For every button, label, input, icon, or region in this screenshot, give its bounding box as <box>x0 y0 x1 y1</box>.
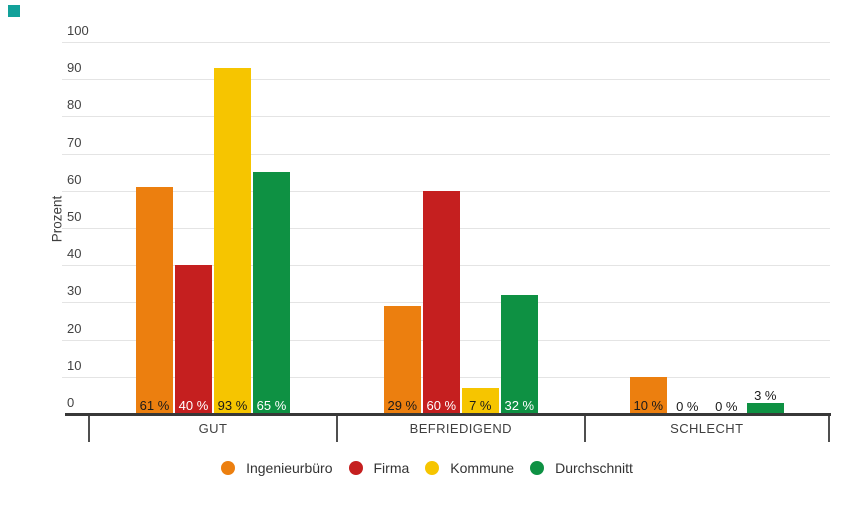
legend-label: Durchschnitt <box>555 460 633 476</box>
legend-marker-icon <box>425 461 440 475</box>
axis-tick <box>88 416 90 442</box>
y-tick-label: 10 <box>67 357 82 373</box>
y-tick-label: 0 <box>67 395 75 410</box>
bar-value-label: 3 % <box>754 387 777 403</box>
corner-mark <box>8 5 20 17</box>
y-tick-label: 40 <box>67 246 82 262</box>
gridline <box>62 79 830 81</box>
legend: Ingenieurbüro Firma Kommune Durchschnitt <box>0 460 854 476</box>
axis-tick <box>336 416 338 442</box>
gridline <box>62 116 830 118</box>
axis-tick <box>583 416 586 442</box>
bar-value-label: 10 % <box>633 398 664 413</box>
bar-value-label: 0 % <box>715 399 738 414</box>
gridline <box>62 42 830 43</box>
bar-value-label: 7 % <box>469 398 492 413</box>
bar-value-label: 60 % <box>426 398 457 413</box>
category-label-gut: GUT <box>198 421 228 436</box>
bar-value-label: 40 % <box>178 398 209 413</box>
bar-ingenieurbüro-schlecht <box>629 376 667 414</box>
y-tick-label: 30 <box>67 283 82 299</box>
bar-firma-befriedigend <box>422 190 460 414</box>
legend-item-firma[interactable]: Firma <box>348 460 410 476</box>
x-axis-line <box>65 413 831 416</box>
bar-firma-gut <box>175 265 212 414</box>
bar-kommune-gut <box>214 68 251 414</box>
legend-label: Ingenieurbüro <box>246 460 333 476</box>
bar-durchschnitt-befriedigend <box>500 294 538 414</box>
bar-value-label: 61 % <box>139 398 170 413</box>
bar-value-label: 0 % <box>676 399 699 414</box>
y-tick-label: 20 <box>67 320 82 336</box>
bar-durchschnitt-schlecht <box>746 402 784 414</box>
bar-value-label: 29 % <box>387 398 418 413</box>
legend-marker-icon <box>348 461 363 475</box>
bar-value-label: 93 % <box>217 398 248 413</box>
bar-durchschnitt-gut <box>253 172 290 414</box>
y-tick-label: 70 <box>67 134 82 150</box>
legend-item-ingenieurbüro[interactable]: Ingenieurbüro <box>221 460 333 476</box>
gridline <box>62 153 830 155</box>
legend-label: Kommune <box>450 460 515 476</box>
category-label-befriedigend: BEFRIEDIGEND <box>409 421 512 436</box>
bar-value-label: 65 % <box>256 398 287 413</box>
bar-ingenieurbüro-gut <box>136 187 173 414</box>
category-label-schlecht: SCHLECHT <box>670 421 744 436</box>
legend-item-kommune[interactable]: Kommune <box>425 460 514 476</box>
y-axis-title: Prozent <box>49 195 65 243</box>
bar-kommune-befriedigend <box>461 387 499 414</box>
legend-item-durchschnitt[interactable]: Durchschnitt <box>530 460 633 476</box>
legend-marker-icon <box>530 461 545 475</box>
bar-ingenieurbüro-befriedigend <box>383 306 421 414</box>
y-tick-label: 80 <box>67 97 82 113</box>
axis-tick <box>828 416 830 442</box>
y-tick-label: 100 <box>67 23 89 38</box>
y-tick-label: 60 <box>67 171 82 187</box>
legend-marker-icon <box>221 461 236 475</box>
legend-label: Firma <box>373 460 410 476</box>
bar-value-label: 32 % <box>504 398 535 413</box>
y-tick-label: 90 <box>67 60 82 76</box>
y-tick-label: 50 <box>67 209 82 224</box>
